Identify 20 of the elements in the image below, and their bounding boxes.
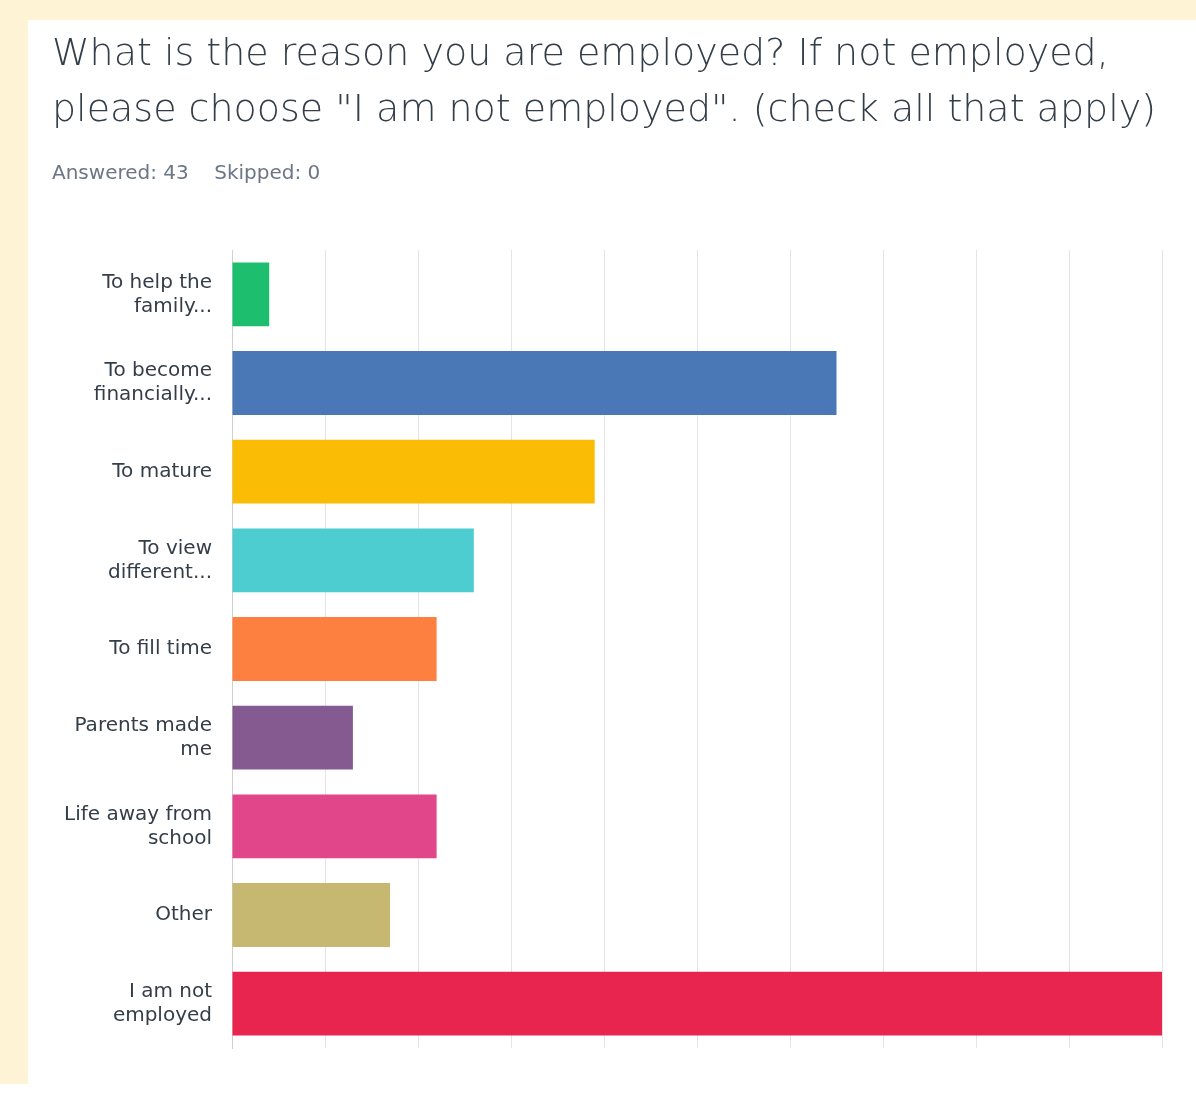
bar [232, 883, 391, 947]
bar [232, 794, 437, 859]
y-tick-label: To mature [111, 457, 213, 482]
bar [232, 705, 353, 770]
y-tick-label: Parents made me [74, 711, 213, 760]
y-tick-label: I am not employed [112, 977, 213, 1026]
chart-subtitle: Answered: 43 Skipped: 0 [52, 160, 322, 184]
y-tick-label: To help the family... [101, 268, 213, 317]
chart-title: What is the reason you are employed? If not employed, please choose "I am not employed". (check all that apply) [52, 29, 1158, 132]
bar [232, 439, 595, 504]
bar [232, 262, 270, 327]
bar [232, 971, 1162, 1036]
bar [232, 351, 837, 415]
y-tick-label: To become financially... [93, 357, 213, 406]
y-tick-label: To view different... [107, 534, 213, 583]
y-tick-label: To fill time [108, 635, 213, 660]
y-tick-label: Life away from school [63, 800, 213, 849]
y-tick-label: Other [155, 901, 213, 926]
bar [232, 617, 437, 681]
bar [232, 528, 474, 593]
